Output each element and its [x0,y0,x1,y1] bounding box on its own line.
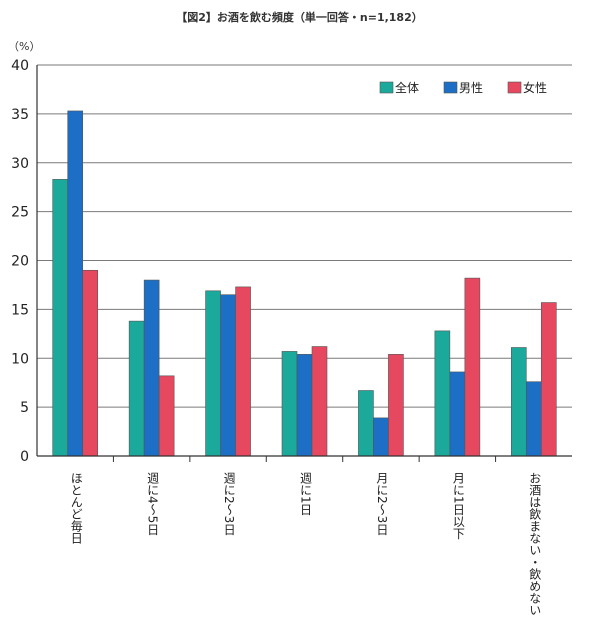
category-label: 週に2〜3日 [222,472,236,536]
legend-label-2: 女性 [523,80,547,95]
bar-1-0 [128,320,145,457]
category-label: 月に2〜3日 [375,472,389,535]
bar-4-1 [373,417,389,457]
legend: 全体 男性 女性 [379,80,547,95]
y-tick-label: 40 [11,58,29,74]
axes [36,65,572,462]
category-label: 月に1日以下 [451,472,465,540]
bar-4-2 [388,354,404,457]
bar-5-2 [464,277,481,457]
bar-5-0 [434,330,451,457]
legend-label-1: 男性 [459,81,483,95]
category-labels: ほとんど毎日 週に4〜5日 週に2〜3日 週に1日 月に2〜3日 月に1日以下 お酒は飲まな… [69,472,542,616]
legend-swatch-2 [507,81,522,94]
legend-label-0: 全体 [395,80,419,95]
y-tick-label: 20 [11,254,29,270]
y-tick-label: 35 [11,107,29,123]
y-tick-label: 25 [11,205,29,221]
bar-1-2 [158,375,175,457]
bar-4-0 [358,390,374,457]
bar-0-0 [52,179,69,457]
bar-6-1 [525,381,542,457]
bar-2-1 [220,294,236,457]
y-tick-labels: 0 5 10 15 20 25 30 35 40 [11,58,29,465]
bar-2-2 [235,286,251,457]
y-axis-unit: （%） [8,40,40,53]
category-label: お酒は飲まない・飲めない [528,472,542,616]
bar-0-2 [82,269,99,457]
bar-6-0 [510,347,527,457]
bar-5-1 [449,371,466,457]
y-tick-label: 15 [11,302,29,318]
y-tick-label: 0 [20,449,29,465]
legend-swatch-0 [379,81,394,94]
bar-2-0 [205,290,221,457]
bar-3-1 [296,354,313,457]
legend-swatch-1 [443,81,458,94]
bar-0-1 [67,110,84,457]
bar-1-1 [143,279,160,457]
y-tick-label: 5 [20,400,29,416]
bar-3-2 [311,346,328,457]
y-tick-label: 10 [11,351,29,367]
bars [52,110,557,457]
bar-3-0 [281,351,298,457]
category-label: ほとんど毎日 [69,472,83,544]
category-label: 週に4〜5日 [146,472,160,536]
y-tick-label: 30 [11,156,29,172]
chart-title: 【図2】お酒を飲む頻度（単一回答・n=1,182） [176,11,423,24]
category-label: 週に1日 [299,472,313,516]
bar-6-2 [540,302,557,457]
